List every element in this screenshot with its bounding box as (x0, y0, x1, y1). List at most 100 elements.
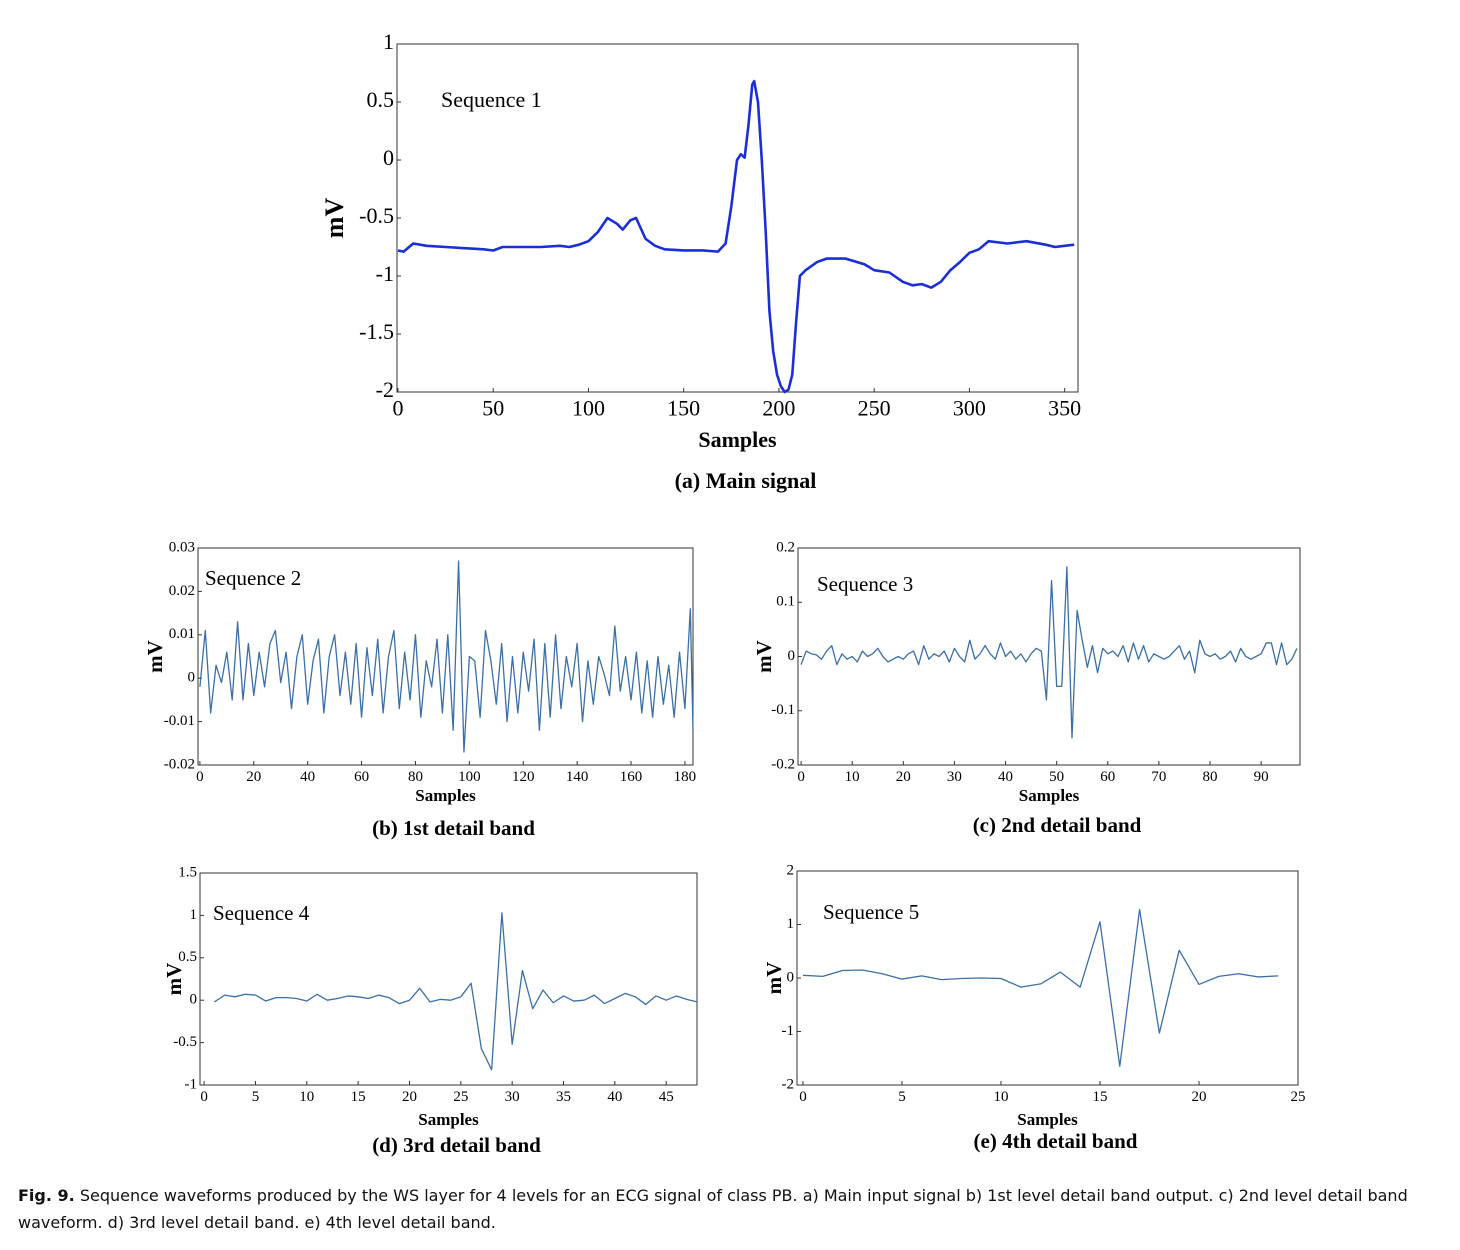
y-tick-label: -1.5 (359, 319, 394, 344)
figure: -2-1.5-1-0.500.510 50 100 150 200 250 300 350Se… (143, 29, 1306, 1157)
y-tick-label: -1 (376, 261, 394, 286)
annotation: Sequence 2 (205, 566, 301, 590)
x-tick-label: 160 (620, 769, 643, 785)
x-tick-label: 80 (1203, 769, 1218, 785)
subplot-title: (e) 4th detail band (974, 1129, 1138, 1153)
x-tick-label: 200 (762, 396, 795, 421)
x-axis-label: Samples (1017, 1110, 1078, 1129)
x-tick-label: 300 (953, 396, 986, 421)
x-tick-label: 35 (556, 1089, 571, 1105)
x-tick-label: 180 (674, 769, 697, 785)
x-tick-label: 0 (799, 1089, 807, 1105)
x-tick-label: 10 (993, 1089, 1008, 1105)
plot-frame (197, 547, 694, 766)
annotation: Sequence 4 (213, 901, 310, 925)
x-tick-label: 5 (252, 1089, 260, 1105)
y-tick-label: -2 (376, 377, 394, 402)
y-tick-label: 0.02 (169, 583, 195, 599)
y-tick-label: 1.5 (178, 864, 197, 880)
annotation: Sequence 1 (441, 87, 542, 112)
y-tick-label: -0.5 (359, 203, 394, 228)
y-tick-label: 0 (787, 969, 795, 985)
x-tick-label: 150 (667, 396, 700, 421)
x-tick-label: 15 (351, 1089, 366, 1105)
x-tick-label: 25 (1291, 1089, 1306, 1105)
x-tick-label: 0 (392, 396, 403, 421)
signal-line (802, 908, 1279, 1067)
x-tick-label: 30 (947, 769, 962, 785)
y-tick-label: 2 (787, 862, 795, 878)
x-tick-label: 60 (1100, 769, 1115, 785)
x-axis-label: Samples (418, 1110, 479, 1129)
y-tick-label: 0.5 (178, 949, 197, 965)
x-tick-label: 70 (1151, 769, 1166, 785)
x-tick-label: 40 (300, 769, 315, 785)
signal-line (800, 566, 1298, 739)
y-tick-label: 1 (383, 29, 394, 54)
x-tick-label: 250 (858, 396, 891, 421)
x-tick-label: 50 (1049, 769, 1064, 785)
subplot-title: (a) Main signal (675, 468, 817, 493)
signal-line (199, 560, 694, 753)
x-tick-label: 5 (898, 1089, 906, 1105)
y-tick-label: 1 (190, 907, 198, 923)
x-tick-label: 40 (998, 769, 1013, 785)
x-tick-label: 10 (299, 1089, 314, 1105)
y-axis-label: mV (320, 198, 349, 239)
y-axis-label: mV (762, 962, 786, 995)
y-tick-label: -1 (185, 1076, 198, 1092)
y-tick-label: 1 (787, 916, 795, 932)
y-tick-label: -1 (782, 1023, 795, 1039)
caption-text: Sequence waveforms produced by the WS la… (18, 1186, 1408, 1232)
x-axis-label: Samples (415, 786, 476, 805)
caption-label: Fig. 9. (18, 1186, 75, 1205)
x-tick-label: 0 (196, 769, 204, 785)
x-tick-label: 0 (200, 1089, 208, 1105)
y-tick-label: -0.5 (173, 1034, 197, 1050)
x-tick-label: 10 (845, 769, 860, 785)
y-tick-label: -0.01 (164, 713, 195, 729)
x-tick-label: 20 (1191, 1089, 1206, 1105)
x-tick-label: 100 (572, 396, 605, 421)
y-tick-label: -0.02 (164, 756, 195, 772)
x-tick-label: 40 (607, 1089, 622, 1105)
y-tick-label: 0.1 (776, 594, 795, 610)
x-axis-label: Samples (698, 427, 777, 452)
y-tick-label: 0.03 (169, 539, 195, 555)
x-tick-label: 20 (896, 769, 911, 785)
caption: Fig. 9. Sequence waveforms produced by t… (18, 1182, 1443, 1236)
subplot-title: (c) 2nd detail band (973, 813, 1142, 837)
x-tick-label: 50 (482, 396, 504, 421)
x-tick-label: 120 (512, 769, 535, 785)
y-tick-label: 0 (190, 992, 198, 1008)
x-tick-label: 90 (1254, 769, 1269, 785)
subplot-title: (b) 1st detail band (372, 816, 535, 840)
y-tick-label: 0.01 (169, 626, 195, 642)
x-tick-label: 60 (354, 769, 369, 785)
x-tick-label: 45 (659, 1089, 674, 1105)
y-axis-label: mV (143, 640, 167, 673)
x-tick-label: 0 (797, 769, 805, 785)
x-tick-label: 80 (408, 769, 423, 785)
signal-line (214, 912, 698, 1071)
y-axis-label: mV (162, 963, 186, 996)
x-tick-label: 15 (1092, 1089, 1107, 1105)
x-tick-label: 20 (402, 1089, 417, 1105)
x-tick-label: 350 (1048, 396, 1081, 421)
subplot-title: (d) 3rd detail band (372, 1133, 541, 1157)
y-tick-label: 0 (788, 648, 796, 664)
x-tick-label: 100 (458, 769, 481, 785)
y-tick-label: 0 (383, 145, 394, 170)
plot-frame (199, 872, 698, 1086)
annotation: Sequence 3 (817, 572, 913, 596)
x-tick-label: 140 (566, 769, 589, 785)
annotation: Sequence 5 (823, 900, 919, 924)
x-tick-label: 25 (453, 1089, 468, 1105)
x-axis-label: Samples (1019, 786, 1080, 805)
y-tick-label: 0.5 (367, 87, 395, 112)
y-tick-label: -0.2 (771, 756, 795, 772)
x-tick-label: 20 (246, 769, 261, 785)
signal-line (397, 79, 1075, 394)
y-tick-label: -2 (782, 1076, 795, 1092)
